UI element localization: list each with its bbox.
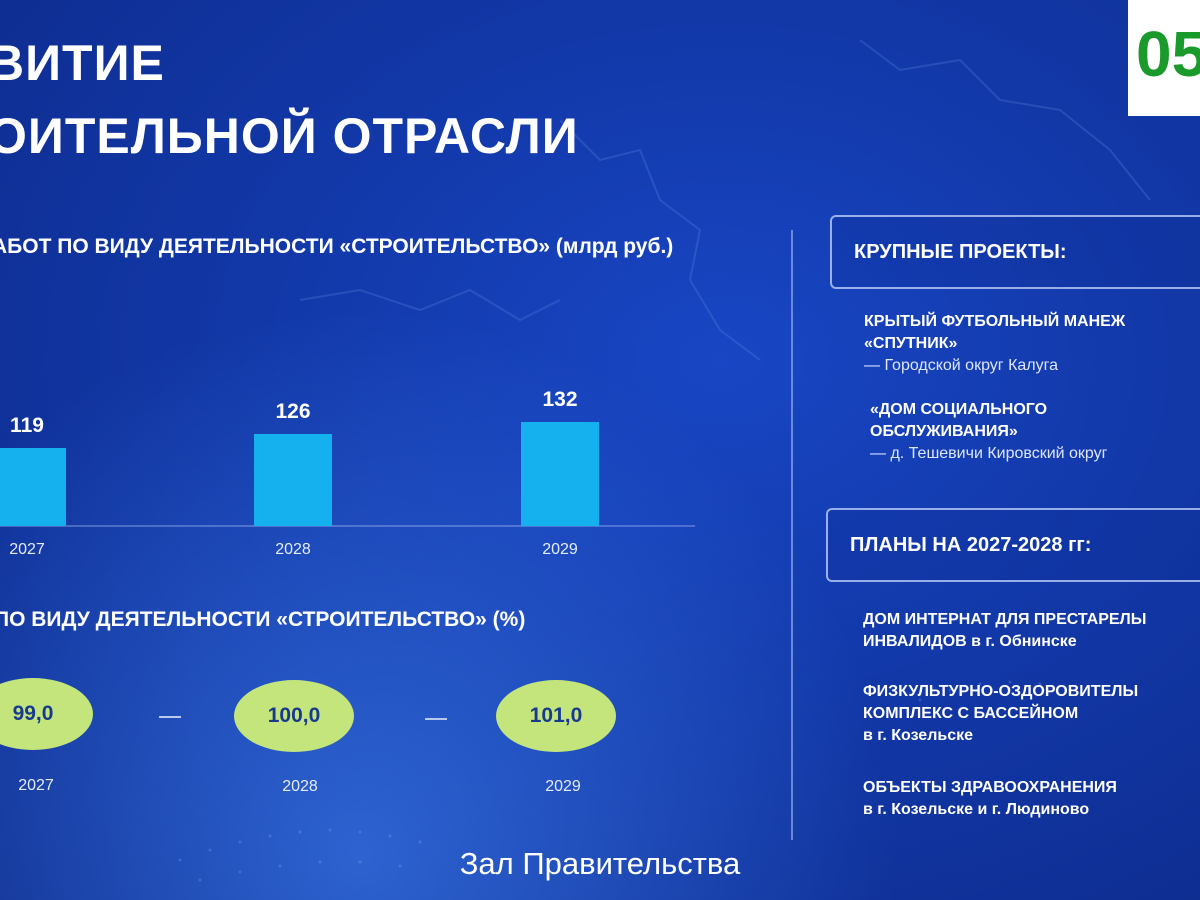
project-location: — д. Тешевичи Кировский округ bbox=[870, 445, 1108, 462]
projects-heading-box: КРУПНЫЕ ПРОЕКТЫ: bbox=[830, 215, 1200, 289]
plan-item: ДОМ ИНТЕРНАТ ДЛЯ ПРЕСТАРЕЛЫ ИНВАЛИДОВ в … bbox=[863, 609, 1146, 653]
project-name-line-2: ОБСЛУЖИВАНИЯ» bbox=[870, 423, 1018, 440]
counter-box: 05 bbox=[1128, 0, 1200, 116]
plan-item: ОБЪЕКТЫ ЗДРАВООХРАНЕНИЯ в г. Козельске и… bbox=[863, 777, 1117, 821]
plan-item: ФИЗКУЛЬТУРНО-ОЗДОРОВИТЕЛЫ КОМПЛЕКС С БАС… bbox=[863, 681, 1138, 747]
page-title-line-1: ВИТИЕ bbox=[0, 35, 165, 91]
bar-value-label: 132 bbox=[542, 388, 577, 411]
counter-text: 05 bbox=[1136, 18, 1200, 90]
bar-2027 bbox=[0, 448, 66, 526]
percent-year-2029: 2029 bbox=[545, 778, 581, 795]
plan-line-1: ДОМ ИНТЕРНАТ ДЛЯ ПРЕСТАРЕЛЫ bbox=[863, 611, 1147, 628]
project-name-line-1: КРЫТЫЙ ФУТБОЛЬНЫЙ МАНЕЖ bbox=[864, 313, 1126, 330]
plan-line-2: КОМПЛЕКС С БАССЕЙНОМ bbox=[863, 705, 1079, 722]
bar-chart: 119 2027 126 2028 132 2029 bbox=[0, 388, 695, 558]
percent-section-title: ПО ВИДУ ДЕЯТЕЛЬНОСТИ «СТРОИТЕЛЬСТВО» (%) bbox=[0, 608, 526, 631]
x-tick-label: 2027 bbox=[9, 541, 45, 558]
bar-value-label: 126 bbox=[275, 400, 310, 423]
bar-2029 bbox=[521, 422, 599, 526]
project-item: «ДОМ СОЦИАЛЬНОГО ОБСЛУЖИВАНИЯ» — д. Теше… bbox=[870, 399, 1107, 465]
separator-dash bbox=[159, 716, 181, 718]
percent-pill-2027: 99,0 bbox=[0, 678, 93, 750]
x-tick-label: 2028 bbox=[275, 541, 311, 558]
plan-line-1: ФИЗКУЛЬТУРНО-ОЗДОРОВИТЕЛЫ bbox=[863, 683, 1139, 700]
projects-heading: КРУПНЫЕ ПРОЕКТЫ: bbox=[854, 240, 1067, 263]
vertical-divider bbox=[791, 230, 793, 840]
percent-year-2027: 2027 bbox=[18, 777, 54, 794]
separator-dash bbox=[425, 718, 447, 720]
page-title-line-2: ОИТЕЛЬНОЙ ОТРАСЛИ bbox=[0, 108, 579, 164]
project-name-line-2: «СПУТНИК» bbox=[864, 335, 958, 352]
percent-year-2028: 2028 bbox=[282, 778, 318, 795]
chart-title: АБОТ ПО ВИДУ ДЕЯТЕЛЬНОСТИ «СТРОИТЕЛЬСТВО… bbox=[0, 235, 674, 258]
percent-pill-2028: 100,0 bbox=[234, 680, 354, 752]
plans-heading-box: ПЛАНЫ НА 2027-2028 гг: bbox=[826, 508, 1200, 582]
caption-text: Зал Правительства bbox=[459, 846, 741, 881]
percent-pill-2029: 101,0 bbox=[496, 680, 616, 752]
plan-line-1: ОБЪЕКТЫ ЗДРАВООХРАНЕНИЯ bbox=[863, 779, 1117, 796]
x-tick-label: 2029 bbox=[542, 541, 578, 558]
project-name-line-1: «ДОМ СОЦИАЛЬНОГО bbox=[870, 401, 1048, 418]
plans-heading: ПЛАНЫ НА 2027-2028 гг: bbox=[850, 533, 1092, 556]
plan-line-2: ИНВАЛИДОВ в г. Обнинске bbox=[863, 633, 1077, 650]
project-item: КРЫТЫЙ ФУТБОЛЬНЫЙ МАНЕЖ «СПУТНИК» — Горо… bbox=[864, 311, 1125, 377]
bar-value-label: 119 bbox=[10, 414, 44, 437]
bar-2028 bbox=[254, 434, 332, 526]
plan-line-2: в г. Козельске и г. Людиново bbox=[863, 801, 1090, 818]
project-location: — Городской округ Калуга bbox=[864, 357, 1059, 374]
plan-line-3: в г. Козельске bbox=[863, 727, 974, 744]
